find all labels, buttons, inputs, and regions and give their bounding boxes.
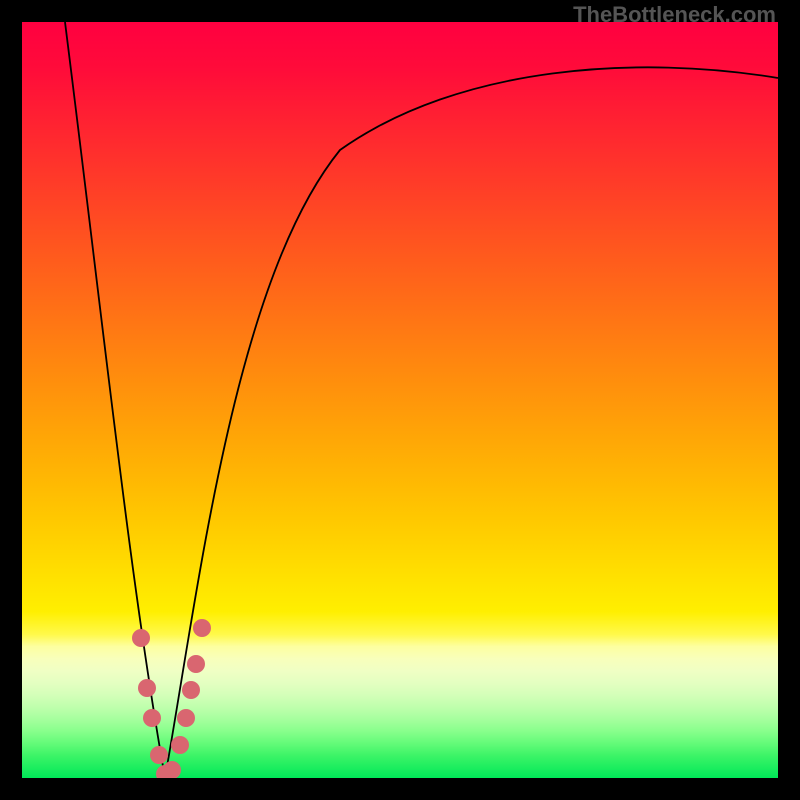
bottleneck-chart: TheBottleneck.com [0,0,800,800]
watermark-text: TheBottleneck.com [573,2,776,28]
data-marker [182,681,200,699]
data-marker [171,736,189,754]
data-marker [193,619,211,637]
data-marker [187,655,205,673]
data-marker [138,679,156,697]
data-marker [177,709,195,727]
chart-svg [0,0,800,800]
data-marker [132,629,150,647]
data-marker [150,746,168,764]
data-marker [143,709,161,727]
data-marker [163,761,181,779]
plot-background [22,22,778,778]
